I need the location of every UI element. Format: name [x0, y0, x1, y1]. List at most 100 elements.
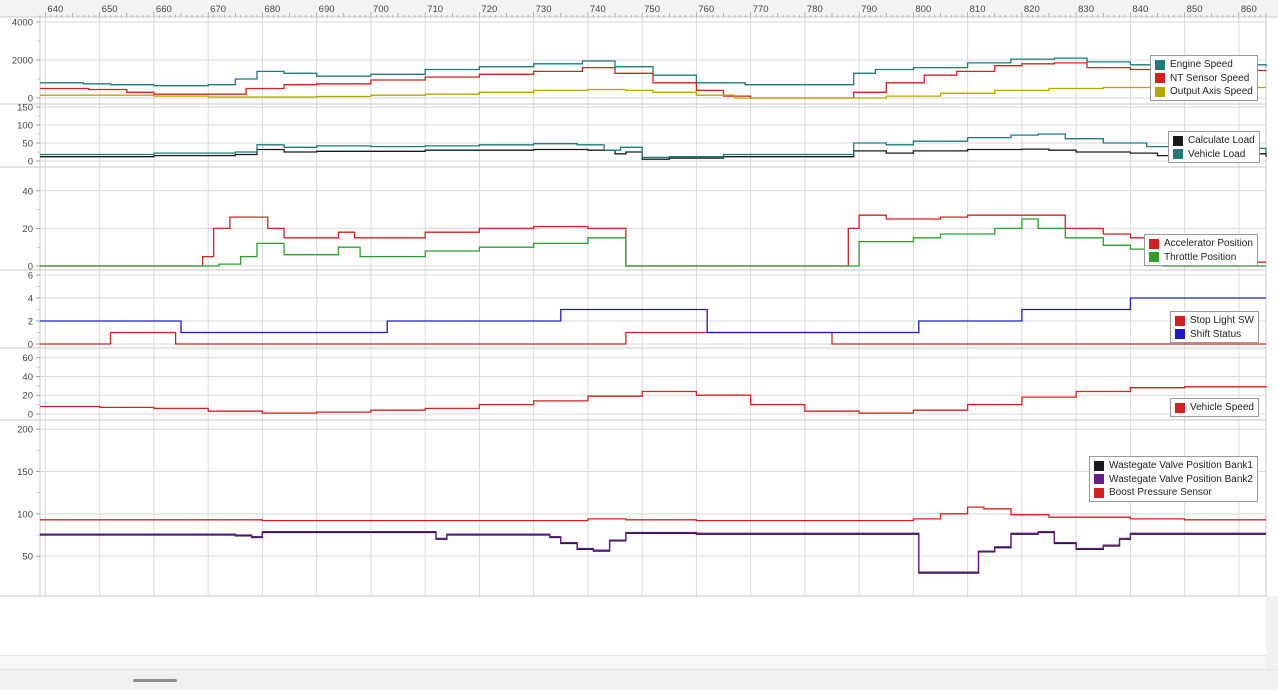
- x-tick-label: 740: [590, 4, 606, 15]
- series-line-stop-light-sw: [40, 331, 1266, 345]
- legend-swatch: [1175, 329, 1185, 340]
- x-tick-label: 680: [264, 4, 280, 15]
- legend-label: Stop Light SW: [1190, 315, 1254, 326]
- legend-label: Shift Status: [1190, 328, 1242, 340]
- y-tick-label: 0: [28, 157, 33, 168]
- legend-panel-6: Wastegate Valve Position Bank1 Wastegate…: [1089, 456, 1258, 502]
- legend-item: Vehicle Speed: [1175, 401, 1254, 415]
- legend-item: Vehicle Load: [1173, 148, 1255, 162]
- y-tick-label: 0: [28, 94, 33, 105]
- axis-layer: 640 650 660 670 680 690 700 710 720 730 740 750 760 7…: [0, 0, 1278, 563]
- legend-swatch: [1173, 149, 1183, 160]
- legend-panel-5: Vehicle Speed: [1170, 398, 1259, 417]
- legend-label: Boost Pressure Sensor: [1109, 487, 1212, 498]
- x-tick-label: 810: [970, 4, 986, 15]
- y-tick-label: 60: [22, 353, 33, 364]
- y-tick-label: 0: [28, 410, 33, 421]
- legend-item: NT Sensor Speed: [1155, 72, 1253, 86]
- x-tick-label: 800: [915, 4, 931, 15]
- legend-swatch: [1155, 73, 1165, 84]
- x-tick-label: 640: [47, 4, 63, 15]
- y-tick-label: 50: [22, 552, 33, 563]
- x-tick-label: 760: [698, 4, 714, 15]
- series-line-nt-sensor-speed: [40, 62, 1267, 99]
- y-tick-label: 40: [22, 186, 33, 197]
- x-tick-label: 850: [1187, 4, 1203, 15]
- series-line-throttle-position: [40, 218, 1266, 267]
- x-tick-label: 830: [1078, 4, 1094, 15]
- legend-label: Vehicle Speed: [1190, 402, 1254, 413]
- y-tick-label: 2: [28, 317, 33, 328]
- y-tick-label: 20: [22, 391, 33, 402]
- legend-swatch: [1173, 135, 1183, 146]
- series-line-shift-status: [40, 297, 1266, 334]
- y-tick-label: 4000: [12, 18, 33, 29]
- legend-label: Vehicle Load: [1188, 148, 1246, 160]
- x-tick-label: 820: [1024, 4, 1040, 15]
- y-tick-label: 20: [22, 224, 33, 235]
- legend-item: Accelerator Position: [1149, 237, 1253, 251]
- x-tick-label: 790: [861, 4, 877, 15]
- x-axis-header: [0, 0, 1278, 17]
- x-tick-label: 670: [210, 4, 226, 15]
- series-line-vehicle-load: [40, 133, 1267, 159]
- legend-swatch: [1149, 252, 1159, 263]
- y-tick-label: 100: [17, 121, 33, 132]
- legend-panel-2: Calculate Load Vehicle Load: [1168, 131, 1260, 163]
- legend-swatch: [1094, 487, 1104, 498]
- legend-label: Throttle Position: [1164, 251, 1237, 263]
- series-line-output-axis-speed: [40, 86, 1266, 99]
- series-layer: [40, 57, 1267, 574]
- legend-swatch: [1155, 86, 1165, 97]
- legend-item: Boost Pressure Sensor: [1094, 486, 1253, 500]
- legend-label: Calculate Load: [1188, 135, 1255, 146]
- y-tick-label: 150: [17, 103, 33, 114]
- x-tick-label: 700: [373, 4, 389, 15]
- y-tick-label: 50: [22, 139, 33, 150]
- legend-item: Engine Speed: [1155, 58, 1253, 72]
- legend-label: Wastegate Valve Position Bank1: [1109, 460, 1253, 471]
- legend-label: Engine Speed: [1170, 59, 1233, 70]
- y-tick-label: 100: [17, 509, 33, 520]
- legend-panel-4: Stop Light SW Shift Status: [1170, 311, 1259, 343]
- legend-item: Output Axis Speed: [1155, 85, 1253, 99]
- y-tick-label: 6: [28, 271, 33, 282]
- x-tick-label: 840: [1132, 4, 1148, 15]
- empty-area: [0, 655, 1266, 669]
- legend-swatch: [1094, 474, 1104, 485]
- legend-item: Shift Status: [1175, 328, 1254, 342]
- legend-swatch: [1175, 402, 1185, 413]
- scrollbar-corner: [1266, 596, 1278, 669]
- x-tick-label: 860: [1241, 4, 1257, 15]
- x-tick-label: 650: [102, 4, 118, 15]
- x-tick-label: 690: [319, 4, 335, 15]
- legend-label: Output Axis Speed: [1170, 86, 1253, 97]
- legend-item: Wastegate Valve Position Bank2: [1094, 473, 1253, 487]
- legend-label: NT Sensor Speed: [1170, 72, 1250, 84]
- x-tick-label: 780: [807, 4, 823, 15]
- y-tick-label: 2000: [12, 56, 33, 67]
- x-tick-label: 660: [156, 4, 172, 15]
- series-line-boost-pressure-sensor: [40, 506, 1266, 522]
- y-tick-label: 0: [28, 262, 33, 273]
- x-tick-label: 730: [536, 4, 552, 15]
- horizontal-scrollbar[interactable]: [0, 669, 1278, 690]
- legend-swatch: [1094, 460, 1104, 471]
- legend-item: Stop Light SW: [1175, 314, 1254, 328]
- series-line-accelerator-position: [40, 214, 1266, 267]
- legend-item: Calculate Load: [1173, 134, 1255, 148]
- legend-swatch: [1175, 315, 1185, 326]
- legend-label: Accelerator Position: [1164, 238, 1253, 249]
- legend-swatch: [1149, 238, 1159, 249]
- y-tick-label: 200: [17, 425, 33, 436]
- x-tick-label: 770: [753, 4, 769, 15]
- scrollbar-thumb[interactable]: [133, 679, 177, 682]
- x-tick-label: 710: [427, 4, 443, 15]
- y-tick-label: 0: [28, 340, 33, 351]
- series-line-engine-speed: [40, 57, 1267, 87]
- series-line-vehicle-speed: [40, 386, 1267, 414]
- legend-swatch: [1155, 59, 1165, 70]
- legend-panel-1: Engine Speed NT Sensor Speed Output Axis…: [1150, 55, 1258, 101]
- series-line-calculate-load: [40, 148, 1267, 160]
